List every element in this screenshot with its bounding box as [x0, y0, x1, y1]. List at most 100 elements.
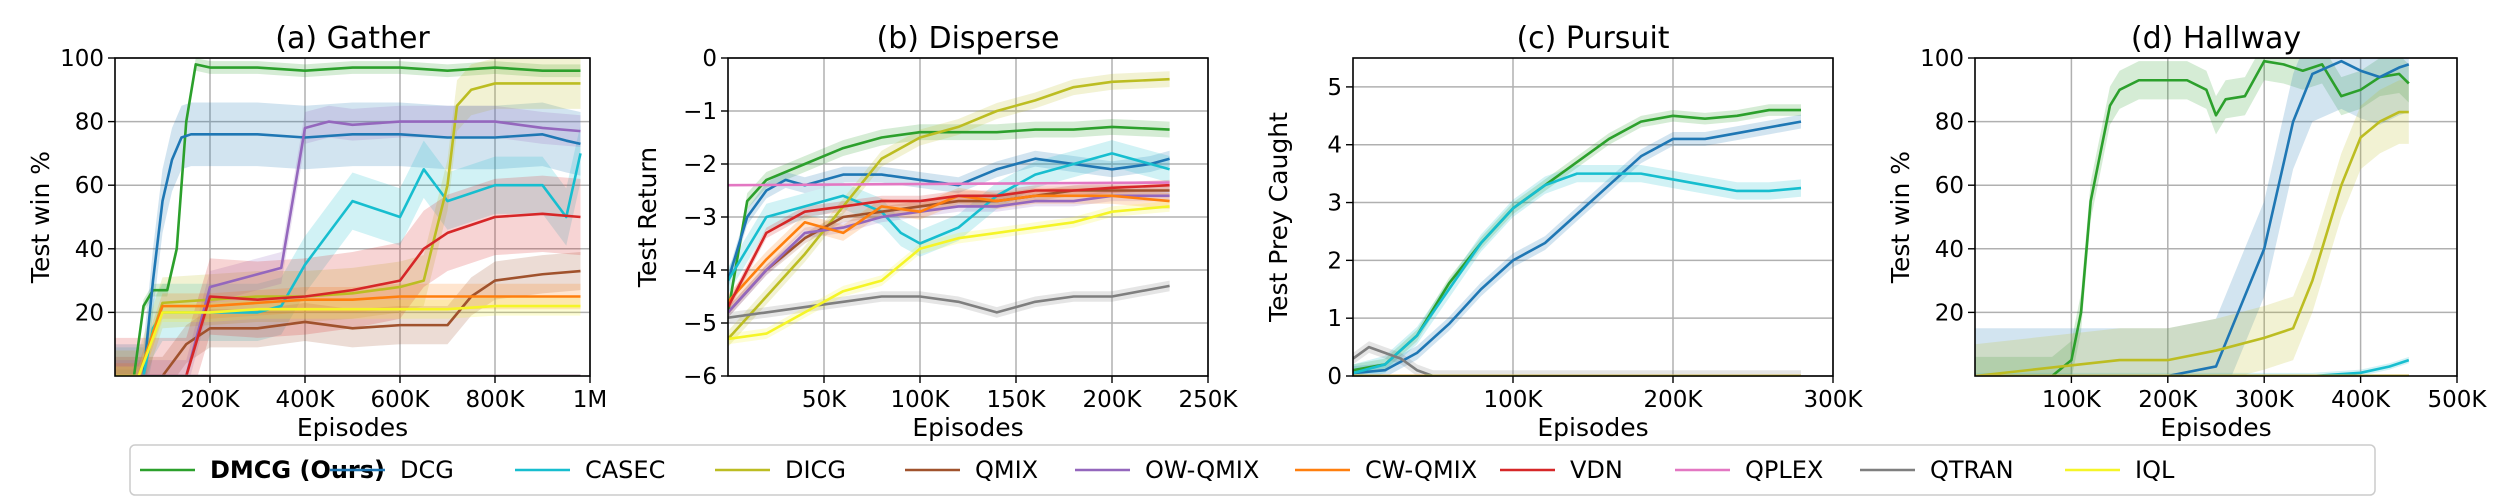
x-tick-label: 100K	[891, 387, 951, 413]
band-qmix	[115, 251, 581, 376]
band-dicg	[115, 58, 581, 376]
series-line-ow-qmix	[728, 194, 1170, 314]
band-qtran	[728, 280, 1170, 323]
series-line-qplex	[728, 181, 1170, 187]
x-tick-label: 300K	[1804, 387, 1864, 413]
series-line-qmix	[115, 269, 581, 376]
band-dcg	[1975, 58, 2409, 376]
series-line-ow-qmix	[115, 120, 581, 376]
series-line-casec	[1975, 358, 2410, 376]
y-tick-label: 60	[75, 173, 104, 199]
legend-item-qtran: QTRAN	[1860, 456, 2014, 484]
y-tick-label: −3	[683, 205, 717, 231]
chart-panel-1: 200K 400K 600K 800K 1M 20 40 60 80 100 (a) Gather E…	[26, 21, 607, 442]
legend-label: QMIX	[975, 456, 1038, 484]
x-tick-label: 50K	[802, 387, 847, 413]
legend-item-casec: CASEC	[515, 456, 665, 484]
series-line-qtran	[728, 284, 1170, 319]
chart-panel-2: 50K 100K 150K 200K 250K −6 −5 −4 −3 −2 −1 0 (b) Disp…	[633, 21, 1238, 442]
axes-frame	[1352, 57, 1834, 377]
x-axis-label: Episodes	[297, 413, 408, 442]
y-tick-label: 5	[1327, 75, 1342, 101]
axes-frame	[1974, 57, 2458, 377]
x-axis-label: Episodes	[2160, 413, 2271, 442]
series-line-cw-qmix	[728, 194, 1170, 303]
band-casec	[1975, 356, 2409, 376]
chart-panel-4: 100K 200K 300K 400K 500K 20 40 60 80 100 (d) Hallw…	[1886, 21, 2487, 442]
x-tick-label: 300K	[2235, 387, 2295, 413]
legend-item-qplex: QPLEX	[1675, 456, 1823, 484]
series-line-qtran	[1353, 345, 1801, 376]
chart-title: (c) Pursuit	[1516, 21, 1669, 56]
x-axis-label: Episodes	[912, 413, 1023, 442]
legend-label: IQL	[2135, 456, 2175, 484]
y-tick-label: 20	[1935, 300, 1964, 326]
series-line-dicg	[115, 82, 581, 376]
legend-label: VDN	[1570, 456, 1623, 484]
y-tick-label: −4	[683, 258, 717, 284]
x-tick-label: 100K	[2042, 387, 2102, 413]
series-line-vdn	[115, 212, 581, 376]
legend-label: OW-QMIX	[1145, 456, 1259, 484]
legend-item-vdn: VDN	[1500, 456, 1623, 484]
axes-frame	[114, 57, 591, 377]
band-cw-qmix	[728, 187, 1170, 310]
y-tick-label: 2	[1327, 248, 1342, 274]
y-tick-label: −1	[683, 99, 717, 125]
legend: DMCG (Ours) DCG CASEC DICG QMIX OW-QMIX CW-QMI…	[129, 444, 2376, 496]
x-tick-label: 100K	[1484, 387, 1544, 413]
y-axis-label: Test Prey Caught	[1264, 112, 1293, 323]
y-tick-label: −2	[683, 152, 717, 178]
series-line-casec	[728, 152, 1170, 282]
band-dicg	[1975, 80, 2409, 376]
legend-label: CW-QMIX	[1365, 456, 1477, 484]
series-line-cw-qmix	[115, 295, 581, 376]
series-line-casec	[1353, 172, 1802, 375]
series-line-dmcg-ours	[115, 63, 581, 376]
y-axis-label: Test win %	[1886, 151, 1915, 284]
band-dcg	[115, 102, 581, 376]
y-tick-label: 1	[1327, 306, 1342, 332]
x-tick-label: 200K	[1083, 387, 1143, 413]
series-line-dcg	[1975, 59, 2410, 376]
x-tick-label: 1M	[573, 387, 607, 413]
y-tick-label: 0	[702, 46, 717, 72]
band-dcg	[728, 150, 1170, 289]
legend-item-dcg: DCG	[330, 456, 454, 484]
series-line-dmcg-ours	[728, 125, 1170, 313]
band-casec	[1353, 164, 1801, 376]
legend-label: DCG	[400, 456, 454, 484]
y-tick-label: 80	[75, 110, 104, 136]
y-tick-label: 100	[60, 46, 104, 72]
x-tick-label: 150K	[987, 387, 1047, 413]
y-tick-label: 4	[1327, 133, 1342, 159]
x-tick-label: 200K	[1644, 387, 1704, 413]
legend-label: QTRAN	[1930, 456, 2014, 484]
series-line-dicg	[728, 77, 1170, 340]
chart-title: (d) Hallway	[2131, 21, 2301, 56]
legend-item-cw-qmix: CW-QMIX	[1295, 456, 1477, 484]
y-tick-label: 40	[1935, 237, 1964, 263]
series-line-iql	[728, 205, 1170, 341]
y-tick-label: 40	[75, 237, 104, 263]
legend-item-iql: IQL	[2065, 456, 2175, 484]
band-dicg	[728, 71, 1170, 347]
chart-title: (a) Gather	[275, 21, 430, 56]
band-dcg	[1353, 114, 1801, 376]
y-tick-label: 60	[1935, 173, 1964, 199]
y-tick-label: 20	[75, 300, 104, 326]
y-tick-label: 0	[1327, 364, 1342, 390]
band-iql	[115, 296, 581, 376]
x-tick-label: 800K	[466, 387, 526, 413]
chart-panel-3: 100K 200K 300K 0 1 2 3 4 5 (c) Pursuit Episodes Tes…	[1264, 21, 1863, 442]
y-axis-label: Test Return	[633, 147, 662, 288]
band-dmcg-ours	[1353, 104, 1801, 376]
y-axis-label: Test win %	[26, 151, 55, 284]
x-axis-label: Episodes	[1537, 413, 1648, 442]
y-tick-label: 100	[1920, 46, 1964, 72]
legend-label: CASEC	[585, 456, 665, 484]
legend-item-qmix: QMIX	[905, 456, 1038, 484]
x-tick-label: 200K	[2138, 387, 2198, 413]
series-line-iql	[115, 304, 581, 376]
